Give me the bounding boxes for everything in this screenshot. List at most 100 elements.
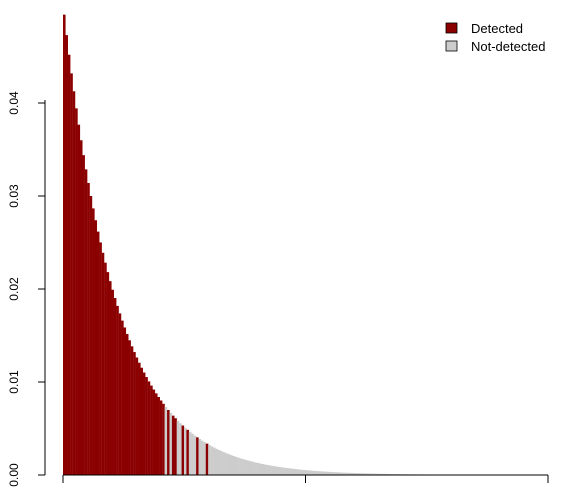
bar-not-detected: [382, 473, 386, 475]
legend-swatch-not-detected: [445, 40, 458, 52]
bar-detected: [96, 231, 100, 475]
bar-not-detected: [360, 473, 364, 475]
bar-not-detected: [273, 466, 277, 475]
bar-not-detected: [164, 406, 168, 475]
bar-not-detected: [377, 473, 381, 475]
bar-not-detected: [275, 466, 279, 475]
bar-not-detected: [251, 461, 255, 475]
bar-detected: [138, 362, 141, 475]
bar-detected: [140, 367, 144, 475]
bar-not-detected: [365, 473, 369, 475]
bar-detected: [63, 14, 66, 476]
bar-not-detected: [249, 461, 252, 475]
bar-not-detected: [288, 468, 291, 475]
bar-not-detected: [324, 471, 327, 475]
bar-detected: [118, 313, 122, 475]
bar-detected: [101, 252, 105, 475]
bar-detected: [65, 35, 68, 475]
bar-detected: [82, 155, 85, 475]
legend: Detected Not-detected: [445, 21, 545, 54]
bar-not-detected: [367, 473, 371, 475]
bar-detected: [147, 381, 151, 475]
bar-detected: [106, 272, 110, 475]
bar-detected: [145, 377, 148, 475]
bar-not-detected: [314, 470, 318, 475]
legend-label-detected: Detected: [471, 21, 523, 36]
bar-not-detected: [331, 472, 335, 475]
bar-detected: [196, 437, 199, 475]
bar-detected: [92, 208, 95, 475]
bar-detected: [133, 352, 136, 475]
bar-detected: [113, 298, 117, 475]
y-tick-label: 0.03: [7, 184, 21, 208]
bar-not-detected: [169, 412, 173, 475]
bar-detected: [142, 372, 146, 475]
bar-not-detected: [191, 433, 194, 475]
legend-label-not-detected: Not-detected: [471, 39, 545, 54]
bar-detected: [67, 54, 71, 476]
bar-detected: [181, 425, 185, 475]
bar-not-detected: [254, 462, 257, 475]
bar-not-detected: [232, 455, 235, 475]
bar-detected: [121, 320, 124, 475]
bar-not-detected: [302, 469, 306, 475]
bar-not-detected: [256, 462, 260, 475]
bar-detected: [128, 340, 131, 475]
bar-detected: [111, 289, 114, 475]
bar-not-detected: [348, 472, 352, 475]
bar-not-detected: [341, 472, 344, 475]
bar-not-detected: [208, 445, 211, 475]
bar-detected: [135, 357, 139, 475]
bar-detected: [123, 327, 127, 475]
bar-not-detected: [259, 463, 262, 475]
bar-detected: [77, 124, 81, 476]
bar-not-detected: [375, 473, 378, 475]
bar-not-detected: [297, 469, 301, 475]
bar-detected: [72, 91, 76, 475]
bar-not-detected: [184, 427, 187, 475]
bar-detected: [186, 429, 189, 475]
bar-not-detected: [227, 454, 231, 475]
bar-not-detected: [271, 465, 274, 475]
bar-not-detected: [326, 471, 330, 475]
bar-not-detected: [363, 473, 366, 475]
bar-not-detected: [225, 453, 228, 475]
bar-detected: [87, 182, 90, 476]
legend-swatch-detected: [445, 22, 458, 34]
bar-not-detected: [355, 473, 359, 475]
bar-not-detected: [220, 451, 223, 475]
bar-not-detected: [198, 439, 202, 475]
bar-detected: [171, 415, 175, 475]
bar-not-detected: [312, 470, 315, 475]
bar-not-detected: [346, 472, 349, 475]
y-axis: 0.00 0.01 0.02 0.03 0.04: [7, 91, 46, 487]
bar-not-detected: [234, 456, 238, 475]
bar-not-detected: [280, 467, 284, 475]
bar-detected: [79, 140, 83, 475]
bar-detected: [70, 73, 73, 475]
bar-not-detected: [317, 471, 320, 475]
bar-not-detected: [370, 473, 373, 475]
bar-not-detected: [266, 464, 269, 475]
bar-not-detected: [336, 472, 340, 475]
bar-not-detected: [372, 473, 376, 475]
x-axis: [62, 474, 549, 483]
bar-not-detected: [343, 472, 347, 475]
bar-not-detected: [334, 472, 337, 475]
bar-not-detected: [300, 469, 303, 475]
bar-not-detected: [295, 469, 298, 475]
bars-layer: [63, 14, 465, 476]
bar-detected: [150, 385, 153, 475]
bar-not-detected: [350, 472, 354, 475]
bar-detected: [125, 334, 129, 475]
bar-not-detected: [292, 468, 296, 475]
bar-not-detected: [200, 440, 204, 475]
bar-not-detected: [353, 473, 356, 475]
bar-not-detected: [307, 470, 310, 475]
bar-detected: [94, 220, 98, 475]
bar-detected: [157, 397, 160, 475]
bar-detected: [174, 418, 177, 475]
bar-detected: [130, 346, 134, 475]
bar-not-detected: [210, 446, 214, 475]
